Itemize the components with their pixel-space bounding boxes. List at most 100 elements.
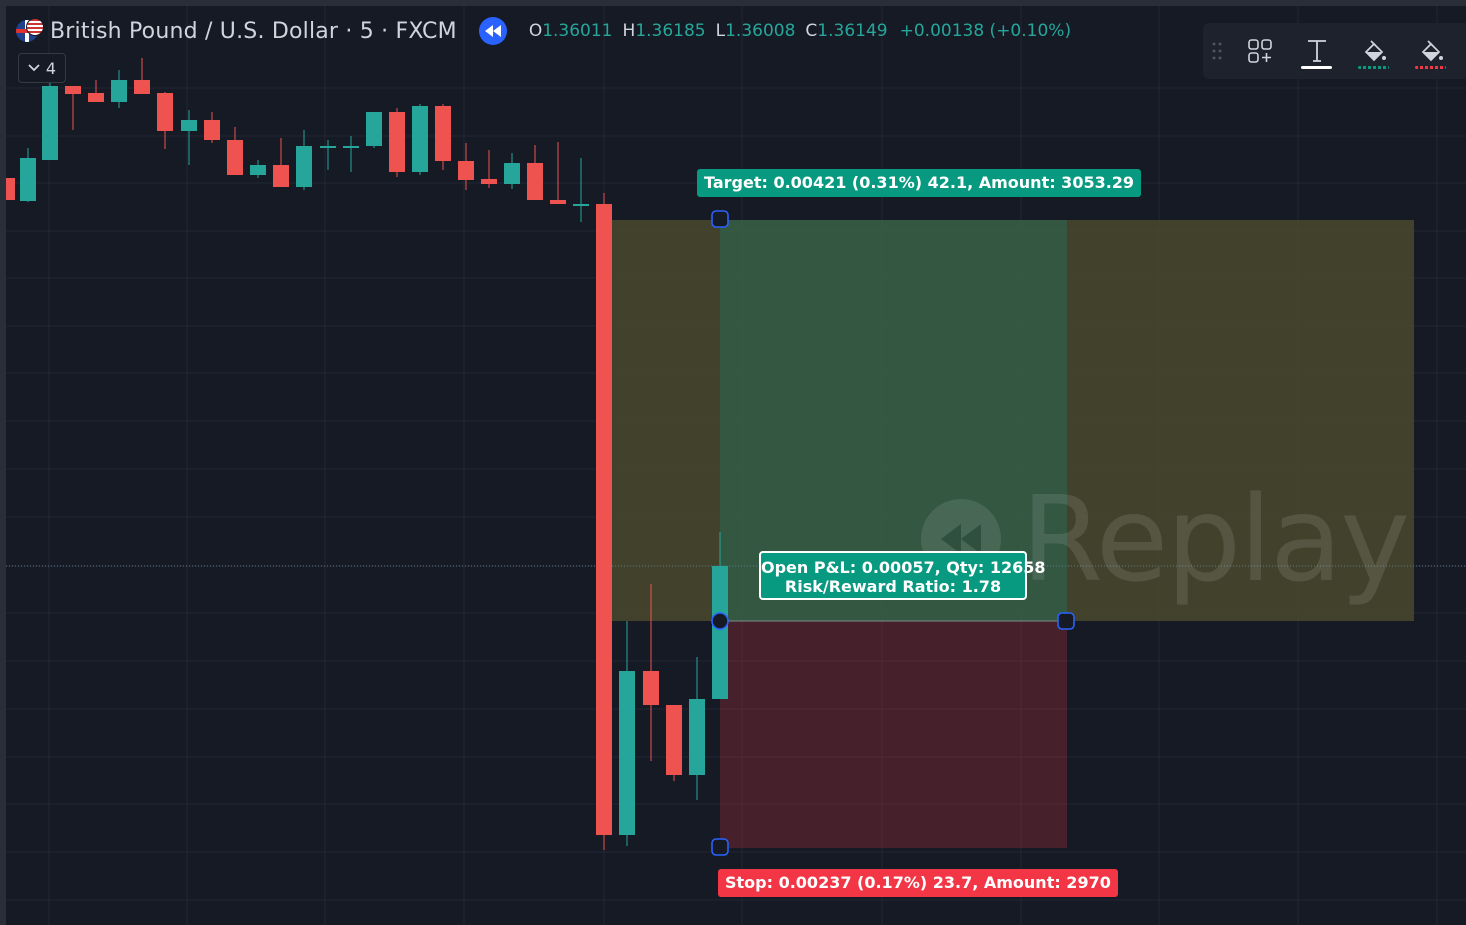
- candle-body: [481, 179, 497, 184]
- candles: [0, 58, 728, 850]
- candle-up: [42, 80, 58, 160]
- candle-body: [389, 112, 405, 172]
- candle-down: [666, 705, 682, 781]
- candle-down: [596, 193, 612, 850]
- window-frame-top: [0, 0, 1466, 6]
- candle-down: [65, 86, 81, 130]
- ohlc-values: O 1.36011 H 1.36185 L 1.36008 C 1.36149 +0.0…: [529, 21, 1071, 41]
- candle-body: [320, 146, 336, 148]
- chart-legend: British Pound / U.S. Dollar · 5 · FXCM O…: [16, 14, 1071, 48]
- candle-body: [458, 161, 474, 180]
- pnl-label[interactable]: Open P&L: 0.00057, Qty: 12658 Risk/Rewar…: [759, 551, 1046, 600]
- width-handle[interactable]: [1057, 612, 1075, 630]
- drag-handle-icon[interactable]: [1203, 23, 1231, 79]
- open-label: O: [528, 21, 543, 41]
- candle-body: [412, 106, 428, 172]
- replay-button[interactable]: [478, 17, 507, 45]
- candle-down: [157, 92, 173, 149]
- candle-up: [250, 160, 266, 178]
- profit-fill-button[interactable]: [1345, 23, 1402, 79]
- target-handle[interactable]: [711, 210, 729, 228]
- candle-body: [42, 86, 58, 160]
- candle-up: [412, 104, 428, 175]
- templates-button[interactable]: [1231, 23, 1288, 79]
- candle-body: [227, 140, 243, 175]
- candle-body: [296, 146, 312, 187]
- candle-up: [689, 657, 705, 800]
- candle-body: [250, 165, 266, 175]
- candle-down: [458, 143, 474, 190]
- candle-down: [204, 112, 220, 143]
- rewind-icon: [484, 25, 501, 37]
- risk-reward-text: Risk/Reward Ratio: 1.78: [784, 577, 1002, 596]
- candle-down: [481, 150, 497, 188]
- candle-down: [273, 138, 289, 187]
- candle-body: [573, 204, 589, 206]
- high-value: 1.36185: [635, 21, 706, 41]
- window-frame-left: [0, 0, 6, 925]
- fill-color-loss-icon: [1421, 40, 1443, 62]
- candle-body: [527, 163, 543, 200]
- stop-handle[interactable]: [711, 838, 729, 856]
- candle-body: [712, 566, 728, 699]
- candle-body: [273, 165, 289, 187]
- gbpusd-flag-icon: [16, 16, 46, 46]
- candle-body: [435, 106, 451, 161]
- target-label[interactable]: Target: 0.00421 (0.31%) 42.1, Amount: 30…: [697, 169, 1142, 197]
- replay-watermark-text: Replay: [1021, 470, 1410, 608]
- candle-up: [296, 130, 312, 190]
- candle-body: [157, 93, 173, 131]
- loss-zone: [720, 621, 1067, 848]
- close-label: C: [805, 21, 818, 41]
- loss-fill-button[interactable]: [1402, 23, 1459, 79]
- stop-label[interactable]: Stop: 0.00237 (0.17%) 23.7, Amount: 2970: [718, 869, 1118, 897]
- low-label: L: [715, 21, 726, 41]
- candle-up: [343, 136, 359, 172]
- candle-body: [504, 163, 520, 184]
- candle-body: [343, 146, 359, 148]
- candle-down: [435, 104, 451, 170]
- candle-body: [596, 204, 612, 835]
- candle-body: [65, 86, 81, 94]
- candle-down: [527, 145, 543, 200]
- chevron-down-icon: [28, 64, 40, 72]
- change-value: +0.00138 (+0.10%): [899, 21, 1072, 41]
- floating-drawing-toolbar: [1203, 23, 1466, 79]
- candle-up: [504, 153, 520, 189]
- fill-color-profit-icon: [1364, 40, 1386, 62]
- entry-handle[interactable]: [711, 612, 729, 630]
- candle-body: [134, 80, 150, 94]
- candle-up: [320, 140, 336, 170]
- open-value: 1.36011: [542, 21, 613, 41]
- candle-down: [227, 127, 243, 175]
- candle-body: [20, 158, 36, 201]
- indicators-collapse-button[interactable]: 4: [18, 53, 66, 83]
- high-label: H: [622, 21, 636, 41]
- candle-body: [689, 699, 705, 775]
- symbol-title[interactable]: British Pound / U.S. Dollar · 5 · FXCM: [50, 18, 457, 44]
- templates-icon: [1247, 39, 1272, 63]
- candle-body: [111, 80, 127, 102]
- candle-up: [181, 110, 197, 165]
- position-handles: [711, 210, 1075, 856]
- candle-up: [111, 70, 127, 108]
- text-color-button[interactable]: [1288, 23, 1345, 79]
- candle-body: [88, 93, 104, 102]
- candle-down: [389, 108, 405, 177]
- candle-down: [550, 142, 566, 204]
- candle-body: [366, 112, 382, 146]
- close-value: 1.36149: [817, 21, 888, 41]
- candle-body: [666, 705, 682, 775]
- indicator-count: 4: [45, 58, 57, 78]
- candle-down: [643, 584, 659, 761]
- candle-body: [181, 120, 197, 131]
- candle-up: [573, 158, 589, 222]
- candle-up: [619, 621, 635, 846]
- text-icon: [1307, 40, 1326, 62]
- candle-down: [134, 58, 150, 94]
- candle-up: [366, 112, 382, 148]
- candle-body: [643, 671, 659, 705]
- candle-up: [20, 148, 36, 202]
- candle-body: [550, 200, 566, 204]
